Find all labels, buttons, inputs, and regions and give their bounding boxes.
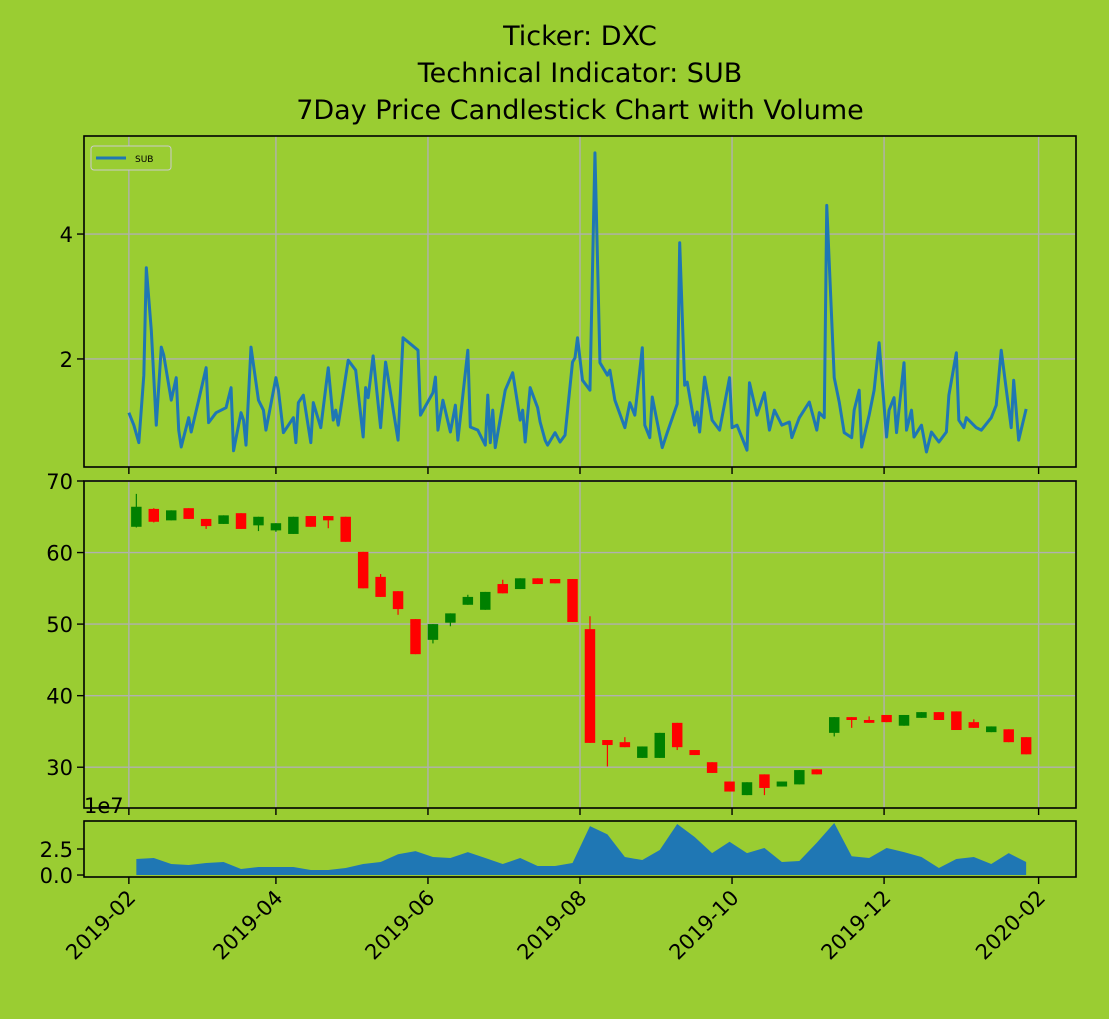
y-tick-label: 30: [46, 756, 73, 780]
candle-body: [619, 742, 631, 748]
candle-body: [846, 717, 857, 720]
candle-body: [288, 516, 299, 534]
candle-body: [881, 714, 892, 723]
y-tick-label: 50: [46, 613, 73, 637]
candle-body: [392, 591, 404, 610]
y-tick-label: 40: [46, 685, 73, 709]
candle-body: [584, 629, 596, 743]
legend: SUB: [90, 145, 172, 171]
candle-body: [514, 578, 526, 590]
y-tick-label: 2: [60, 348, 73, 372]
chart-title: 7Day Price Candlestick Chart with Volume: [296, 95, 864, 126]
candle-body: [671, 722, 683, 748]
y-tick-label: 60: [46, 542, 73, 566]
candle-body: [166, 510, 177, 521]
candle-body: [951, 711, 962, 731]
chart-title: Ticker: DXC: [502, 21, 657, 52]
candle-body: [724, 781, 735, 792]
candle-body: [410, 619, 421, 655]
candle-body: [200, 518, 212, 527]
legend-box: [90, 145, 172, 171]
candle-body: [357, 551, 369, 589]
candle-body: [305, 516, 317, 527]
volume-area: [136, 822, 1027, 876]
candle-body: [183, 508, 194, 519]
candle-body: [863, 719, 875, 723]
candle-body: [340, 516, 351, 542]
candle-body: [427, 624, 439, 640]
candle-body: [828, 717, 840, 733]
candle-body: [811, 769, 823, 775]
candle-body: [776, 781, 788, 787]
y-tick-label: 4: [60, 223, 73, 247]
candle-body: [1003, 729, 1014, 743]
candle-body: [497, 584, 508, 594]
legend-label: SUB: [135, 155, 153, 165]
candle-body: [933, 712, 945, 720]
y-tick-label: 0.0: [40, 864, 73, 888]
candle-body: [131, 506, 142, 527]
candle-body: [567, 579, 578, 622]
axes-frame: [83, 135, 1077, 468]
candle-body: [898, 714, 910, 726]
candle-body: [637, 746, 648, 758]
candle-body: [148, 508, 160, 522]
candle-body: [602, 740, 613, 746]
candle-body: [323, 516, 334, 521]
candle-body: [445, 613, 456, 623]
y-tick-label: 2.5: [40, 838, 73, 862]
candle-body: [480, 591, 491, 610]
candle-body: [1020, 737, 1032, 755]
candle-body: [986, 726, 997, 733]
candle-body: [689, 750, 700, 756]
chart-title: Technical Indicator: SUB: [417, 58, 743, 89]
candle-body: [741, 782, 753, 796]
candle-body: [375, 576, 386, 597]
line-series: [127, 151, 1028, 454]
candle-body: [794, 770, 805, 785]
candle-body: [916, 712, 927, 718]
candle-body: [253, 516, 264, 526]
axes-frame: [83, 820, 1077, 878]
candle-body: [706, 762, 718, 773]
axes-frame: [83, 480, 1077, 809]
candle-body: [532, 578, 543, 585]
candle-body: [759, 774, 770, 788]
axis-offset-text: 1e7: [84, 794, 124, 818]
y-tick-label: 70: [46, 470, 73, 494]
candle-body: [968, 722, 980, 728]
candle-body: [549, 579, 561, 584]
candle-body: [654, 732, 665, 758]
candle-body: [270, 523, 282, 531]
candle-body: [462, 596, 474, 605]
candle-body: [235, 513, 247, 529]
candle-body: [218, 515, 229, 524]
